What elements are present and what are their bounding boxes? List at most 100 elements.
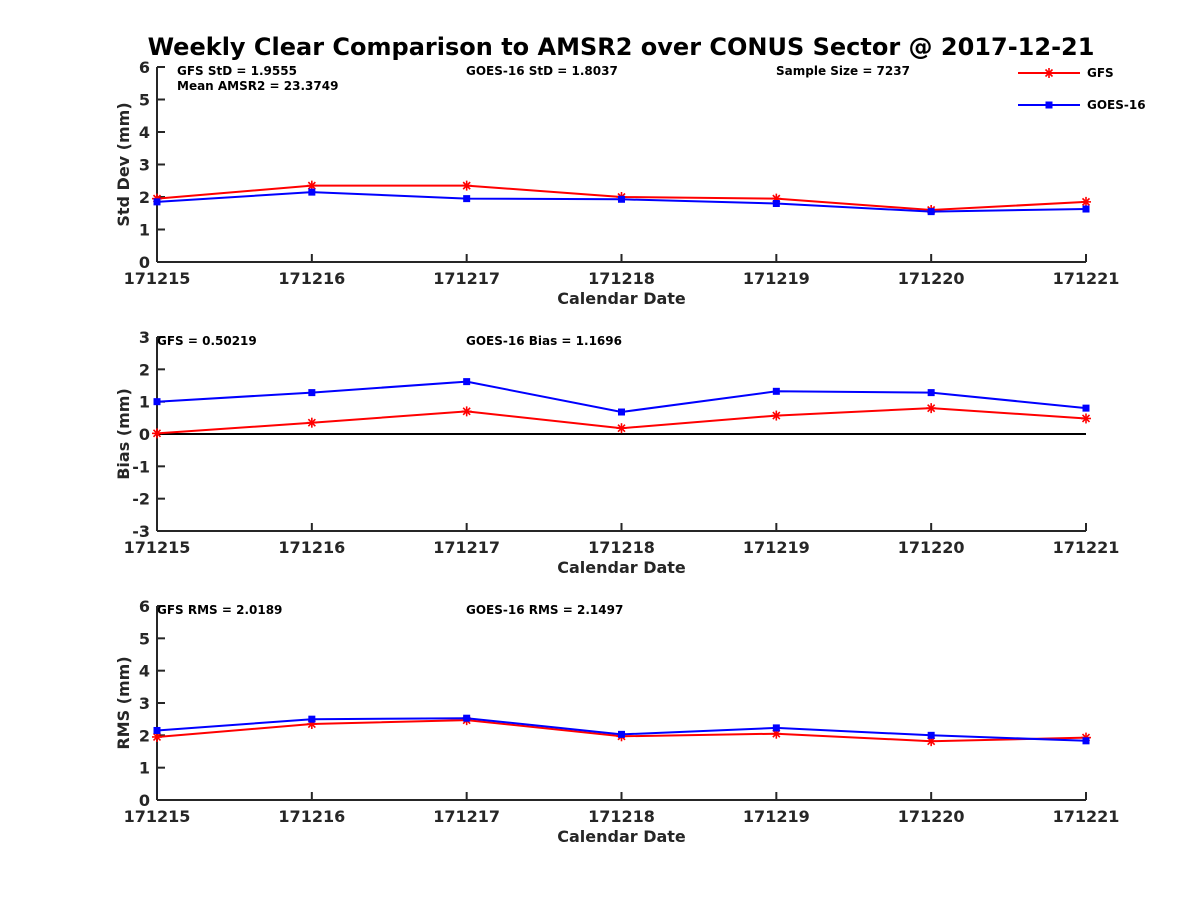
legend-label: GFS: [1087, 66, 1114, 80]
x-axis-label: Calendar Date: [557, 558, 686, 577]
data-point: [308, 188, 316, 196]
data-point: [772, 724, 780, 732]
annotation: GOES-16 RMS = 2.1497: [466, 603, 623, 617]
data-point: [927, 389, 935, 397]
annotation: Sample Size = 7237: [776, 64, 910, 78]
data-point: [463, 714, 471, 722]
data-point: [771, 410, 782, 421]
data-point: [926, 403, 937, 414]
y-tick-label: 6: [139, 597, 150, 616]
x-tick-label: 171217: [433, 269, 500, 288]
data-point: [1081, 413, 1091, 424]
data-point: [772, 387, 780, 395]
legend-entry-goes-16: GOES-16: [1018, 98, 1146, 112]
y-tick-label: 0: [139, 253, 150, 272]
panel-1: 0 1 2 3 4 5 6 171215 171216 171217 171218 171219 171…: [114, 58, 1119, 308]
y-tick-label: -1: [132, 457, 150, 476]
x-tick-label: 171217: [433, 538, 500, 557]
y-tick-label: 5: [139, 91, 150, 110]
data-point: [153, 726, 161, 734]
data-point: [1082, 737, 1090, 745]
y-tick-label: 2: [139, 726, 150, 745]
annotation: GOES-16 Bias = 1.1696: [466, 334, 622, 348]
y-tick-label: 3: [139, 694, 150, 713]
data-point: [927, 731, 935, 739]
legend-marker: [1044, 68, 1054, 78]
annotation: GFS RMS = 2.0189: [157, 603, 282, 617]
data-point: [927, 208, 935, 216]
x-tick-label: 171220: [898, 269, 965, 288]
x-tick-label: 171215: [124, 807, 191, 826]
x-tick-label: 171221: [1053, 538, 1120, 557]
x-tick-label: 171215: [124, 538, 191, 557]
y-tick-label: 1: [139, 393, 150, 412]
annotation: Mean AMSR2 = 23.3749: [177, 79, 338, 93]
data-point: [618, 408, 625, 416]
legend: GFS GOES-16: [1018, 66, 1146, 112]
x-tick-label: 171215: [124, 269, 191, 288]
x-tick-label: 171216: [278, 269, 345, 288]
data-point: [152, 428, 162, 439]
data-point: [1082, 404, 1090, 412]
data-point: [153, 398, 161, 406]
data-point: [616, 423, 627, 434]
x-tick-label: 171219: [743, 269, 810, 288]
x-tick-label: 171220: [898, 807, 965, 826]
annotation: GFS = 0.50219: [157, 334, 257, 348]
y-tick-label: -3: [132, 522, 150, 541]
x-tick-label: 171219: [743, 538, 810, 557]
data-point: [618, 730, 625, 738]
x-tick-label: 171217: [433, 807, 500, 826]
x-axis-label: Calendar Date: [557, 827, 686, 846]
x-axis-label: Calendar Date: [557, 289, 686, 308]
legend-entry-gfs: GFS: [1018, 66, 1114, 80]
y-tick-label: 0: [139, 791, 150, 810]
chart-title: Weekly Clear Comparison to AMSR2 over CO…: [148, 33, 1095, 61]
data-point: [1082, 205, 1090, 213]
x-tick-label: 171218: [588, 269, 655, 288]
y-tick-label: 2: [139, 188, 150, 207]
data-point: [308, 715, 316, 723]
data-point: [463, 195, 471, 203]
y-tick-label: -2: [132, 490, 150, 509]
y-tick-label: 6: [139, 58, 150, 77]
data-point: [461, 406, 472, 417]
x-tick-label: 171218: [588, 807, 655, 826]
data-point: [308, 389, 316, 397]
y-tick-label: 4: [139, 662, 150, 681]
x-tick-label: 171221: [1053, 807, 1120, 826]
y-tick-label: 1: [139, 221, 150, 240]
y-tick-label: 5: [139, 629, 150, 648]
series-goes-16: [153, 378, 1090, 416]
series-goes-16: [153, 188, 1090, 216]
x-tick-label: 171220: [898, 538, 965, 557]
y-tick-label: 4: [139, 123, 150, 142]
x-tick-label: 171216: [278, 807, 345, 826]
panels: 0 1 2 3 4 5 6 171215 171216 171217 171218 171219 171…: [114, 58, 1119, 846]
x-tick-label: 171216: [278, 538, 345, 557]
series-goes-16: [153, 714, 1090, 745]
x-tick-label: 171221: [1053, 269, 1120, 288]
data-point: [772, 200, 780, 207]
y-tick-label: 3: [139, 156, 150, 175]
y-axis-label: Std Dev (mm): [114, 102, 133, 226]
x-tick-label: 171218: [588, 538, 655, 557]
y-axis-label: Bias (mm): [114, 388, 133, 480]
data-point: [306, 417, 317, 428]
annotation: GFS StD = 1.9555: [177, 64, 297, 78]
x-tick-label: 171219: [743, 807, 810, 826]
y-tick-label: 1: [139, 759, 150, 778]
legend-marker: [1045, 101, 1053, 109]
data-point: [153, 198, 161, 206]
y-axis-label: RMS (mm): [114, 656, 133, 749]
panel-3: 0 1 2 3 4 5 6 171215 171216 171217 171218 171219 171…: [114, 597, 1119, 846]
y-tick-label: 0: [139, 425, 150, 444]
data-point: [461, 180, 472, 191]
data-point: [1081, 196, 1091, 207]
panel-2: -3 -2 -1 0 1 2 3 171215 171216 171217 171218 171219…: [114, 328, 1119, 577]
y-tick-label: 3: [139, 328, 150, 347]
data-point: [463, 378, 471, 386]
series-gfs: [152, 403, 1091, 439]
